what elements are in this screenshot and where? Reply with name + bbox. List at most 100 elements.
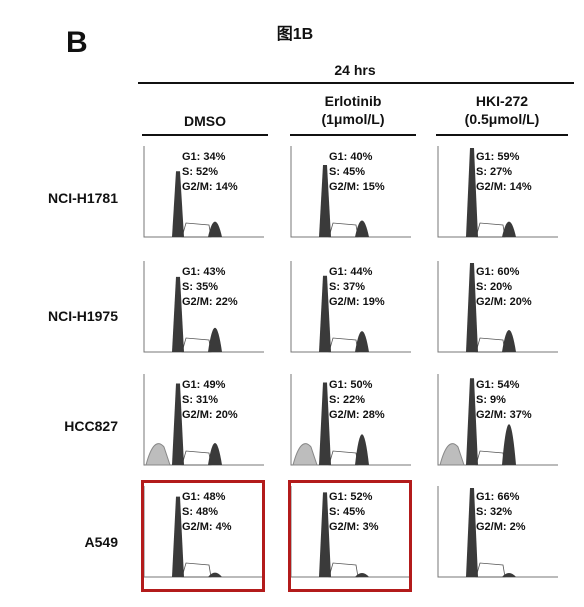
stat-g1: G1: 40%: [329, 151, 373, 163]
row-label-nci-h1975: NCI-H1975: [47, 308, 118, 324]
stat-g2m: G2/M: 15%: [329, 181, 385, 193]
g2m-peak: [502, 573, 516, 577]
g2m-peak: [355, 434, 369, 465]
condition-line1: Erlotinib: [324, 93, 382, 109]
plot-axes: [290, 486, 411, 578]
condition-line2: (1μmol/L): [321, 111, 385, 127]
plot-axes: [290, 374, 411, 466]
condition-header-dmso: DMSO: [140, 112, 270, 130]
g1-peak: [319, 382, 331, 465]
condition-underline-dmso: [142, 134, 268, 136]
histogram-plot: [290, 486, 411, 578]
histogram-panel: G1: 40% S: 45% G2/M: 15%: [287, 142, 419, 250]
g1-peak: [319, 165, 331, 237]
stat-s: S: 22%: [329, 394, 366, 406]
stat-g1: G1: 52%: [329, 491, 373, 503]
g2m-peak: [208, 221, 222, 237]
stat-s: S: 31%: [182, 394, 219, 406]
s-phase-area: [475, 337, 506, 353]
stat-g1: G1: 43%: [182, 266, 226, 278]
cell-cycle-stats: G1: 34% S: 52% G2/M: 14%: [182, 150, 238, 195]
histogram-plot: [437, 374, 558, 466]
histogram-panel: G1: 43% S: 35% G2/M: 22%: [140, 257, 272, 365]
histogram-panel: G1: 34% S: 52% G2/M: 14%: [140, 142, 272, 250]
plot-axes: [143, 261, 264, 353]
stat-g2m: G2/M: 19%: [329, 296, 385, 308]
s-phase-area: [475, 450, 506, 466]
stat-g1: G1: 34%: [182, 151, 226, 163]
figure-title: 图1B: [276, 26, 314, 43]
plot-axes: [290, 146, 411, 238]
cell-cycle-stats: G1: 52% S: 45% G2/M: 3%: [329, 490, 379, 535]
stat-g1: G1: 49%: [182, 379, 226, 391]
histogram-panel: G1: 59% S: 27% G2/M: 14%: [434, 142, 566, 250]
plot-axes: [290, 261, 411, 353]
stat-g2m: G2/M: 20%: [182, 409, 238, 421]
cell-cycle-stats: G1: 49% S: 31% G2/M: 20%: [182, 378, 238, 423]
s-phase-area: [328, 337, 359, 353]
s-phase-area: [475, 562, 506, 578]
plot-axes: [437, 146, 558, 238]
histogram-plot: [290, 146, 411, 238]
plot-axes: [437, 486, 558, 578]
cell-cycle-stats: G1: 50% S: 22% G2/M: 28%: [329, 378, 385, 423]
g2m-peak: [502, 221, 516, 237]
time-divider: [138, 82, 574, 84]
stat-s: S: 35%: [182, 281, 219, 293]
condition-header-erlotinib: Erlotinib (1μmol/L): [288, 92, 418, 128]
stat-g1: G1: 50%: [329, 379, 373, 391]
debris-area: [439, 443, 465, 466]
g1-peak: [172, 383, 184, 465]
s-phase-area: [181, 222, 212, 238]
plot-axes: [143, 486, 264, 578]
g2m-peak: [502, 424, 516, 465]
histogram-plot: [290, 374, 411, 466]
g2m-peak: [208, 327, 222, 352]
s-phase-area: [181, 562, 212, 578]
stat-g2m: G2/M: 2%: [476, 521, 526, 533]
histogram-plot: [143, 261, 264, 353]
stat-g2m: G2/M: 20%: [476, 296, 532, 308]
time-label: 24 hrs: [334, 62, 376, 78]
g2m-peak: [502, 330, 516, 352]
condition-line1: DMSO: [184, 113, 226, 129]
stat-s: S: 45%: [329, 166, 366, 178]
g1-peak: [172, 171, 184, 237]
stat-g1: G1: 66%: [476, 491, 520, 503]
debris-area: [292, 443, 318, 466]
stat-s: S: 9%: [476, 394, 506, 406]
stat-s: S: 48%: [182, 506, 219, 518]
highlight-box-a549-erlotinib: [288, 480, 412, 592]
histogram-panel: G1: 60% S: 20% G2/M: 20%: [434, 257, 566, 365]
g1-peak: [466, 263, 478, 352]
s-phase-area: [475, 222, 506, 238]
stat-g2m: G2/M: 14%: [182, 181, 238, 193]
s-phase-area: [328, 562, 359, 578]
condition-underline-erlotinib: [290, 134, 416, 136]
stat-g2m: G2/M: 22%: [182, 296, 238, 308]
histogram-plot: [143, 146, 264, 238]
g1-peak: [172, 276, 184, 352]
cell-cycle-stats: G1: 66% S: 32% G2/M: 2%: [476, 490, 526, 535]
stat-s: S: 32%: [476, 506, 513, 518]
g2m-peak: [208, 572, 222, 577]
plot-axes: [143, 374, 264, 466]
cell-cycle-stats: G1: 60% S: 20% G2/M: 20%: [476, 265, 532, 310]
stat-g1: G1: 60%: [476, 266, 520, 278]
histogram-plot: [437, 486, 558, 578]
plot-axes: [437, 374, 558, 466]
stat-g2m: G2/M: 37%: [476, 409, 532, 421]
plot-axes: [143, 146, 264, 238]
g2m-peak: [355, 220, 369, 237]
stat-s: S: 27%: [476, 166, 513, 178]
histogram-panel: G1: 50% S: 22% G2/M: 28%: [287, 370, 419, 478]
stat-g2m: G2/M: 28%: [329, 409, 385, 421]
histogram-plot: [437, 146, 558, 238]
histogram-panel: G1: 49% S: 31% G2/M: 20%: [140, 370, 272, 478]
g1-peak: [466, 488, 478, 577]
cell-cycle-stats: G1: 59% S: 27% G2/M: 14%: [476, 150, 532, 195]
histogram-plot: [143, 486, 264, 578]
s-phase-area: [181, 450, 212, 466]
g1-peak: [466, 378, 478, 465]
s-phase-area: [181, 337, 212, 353]
